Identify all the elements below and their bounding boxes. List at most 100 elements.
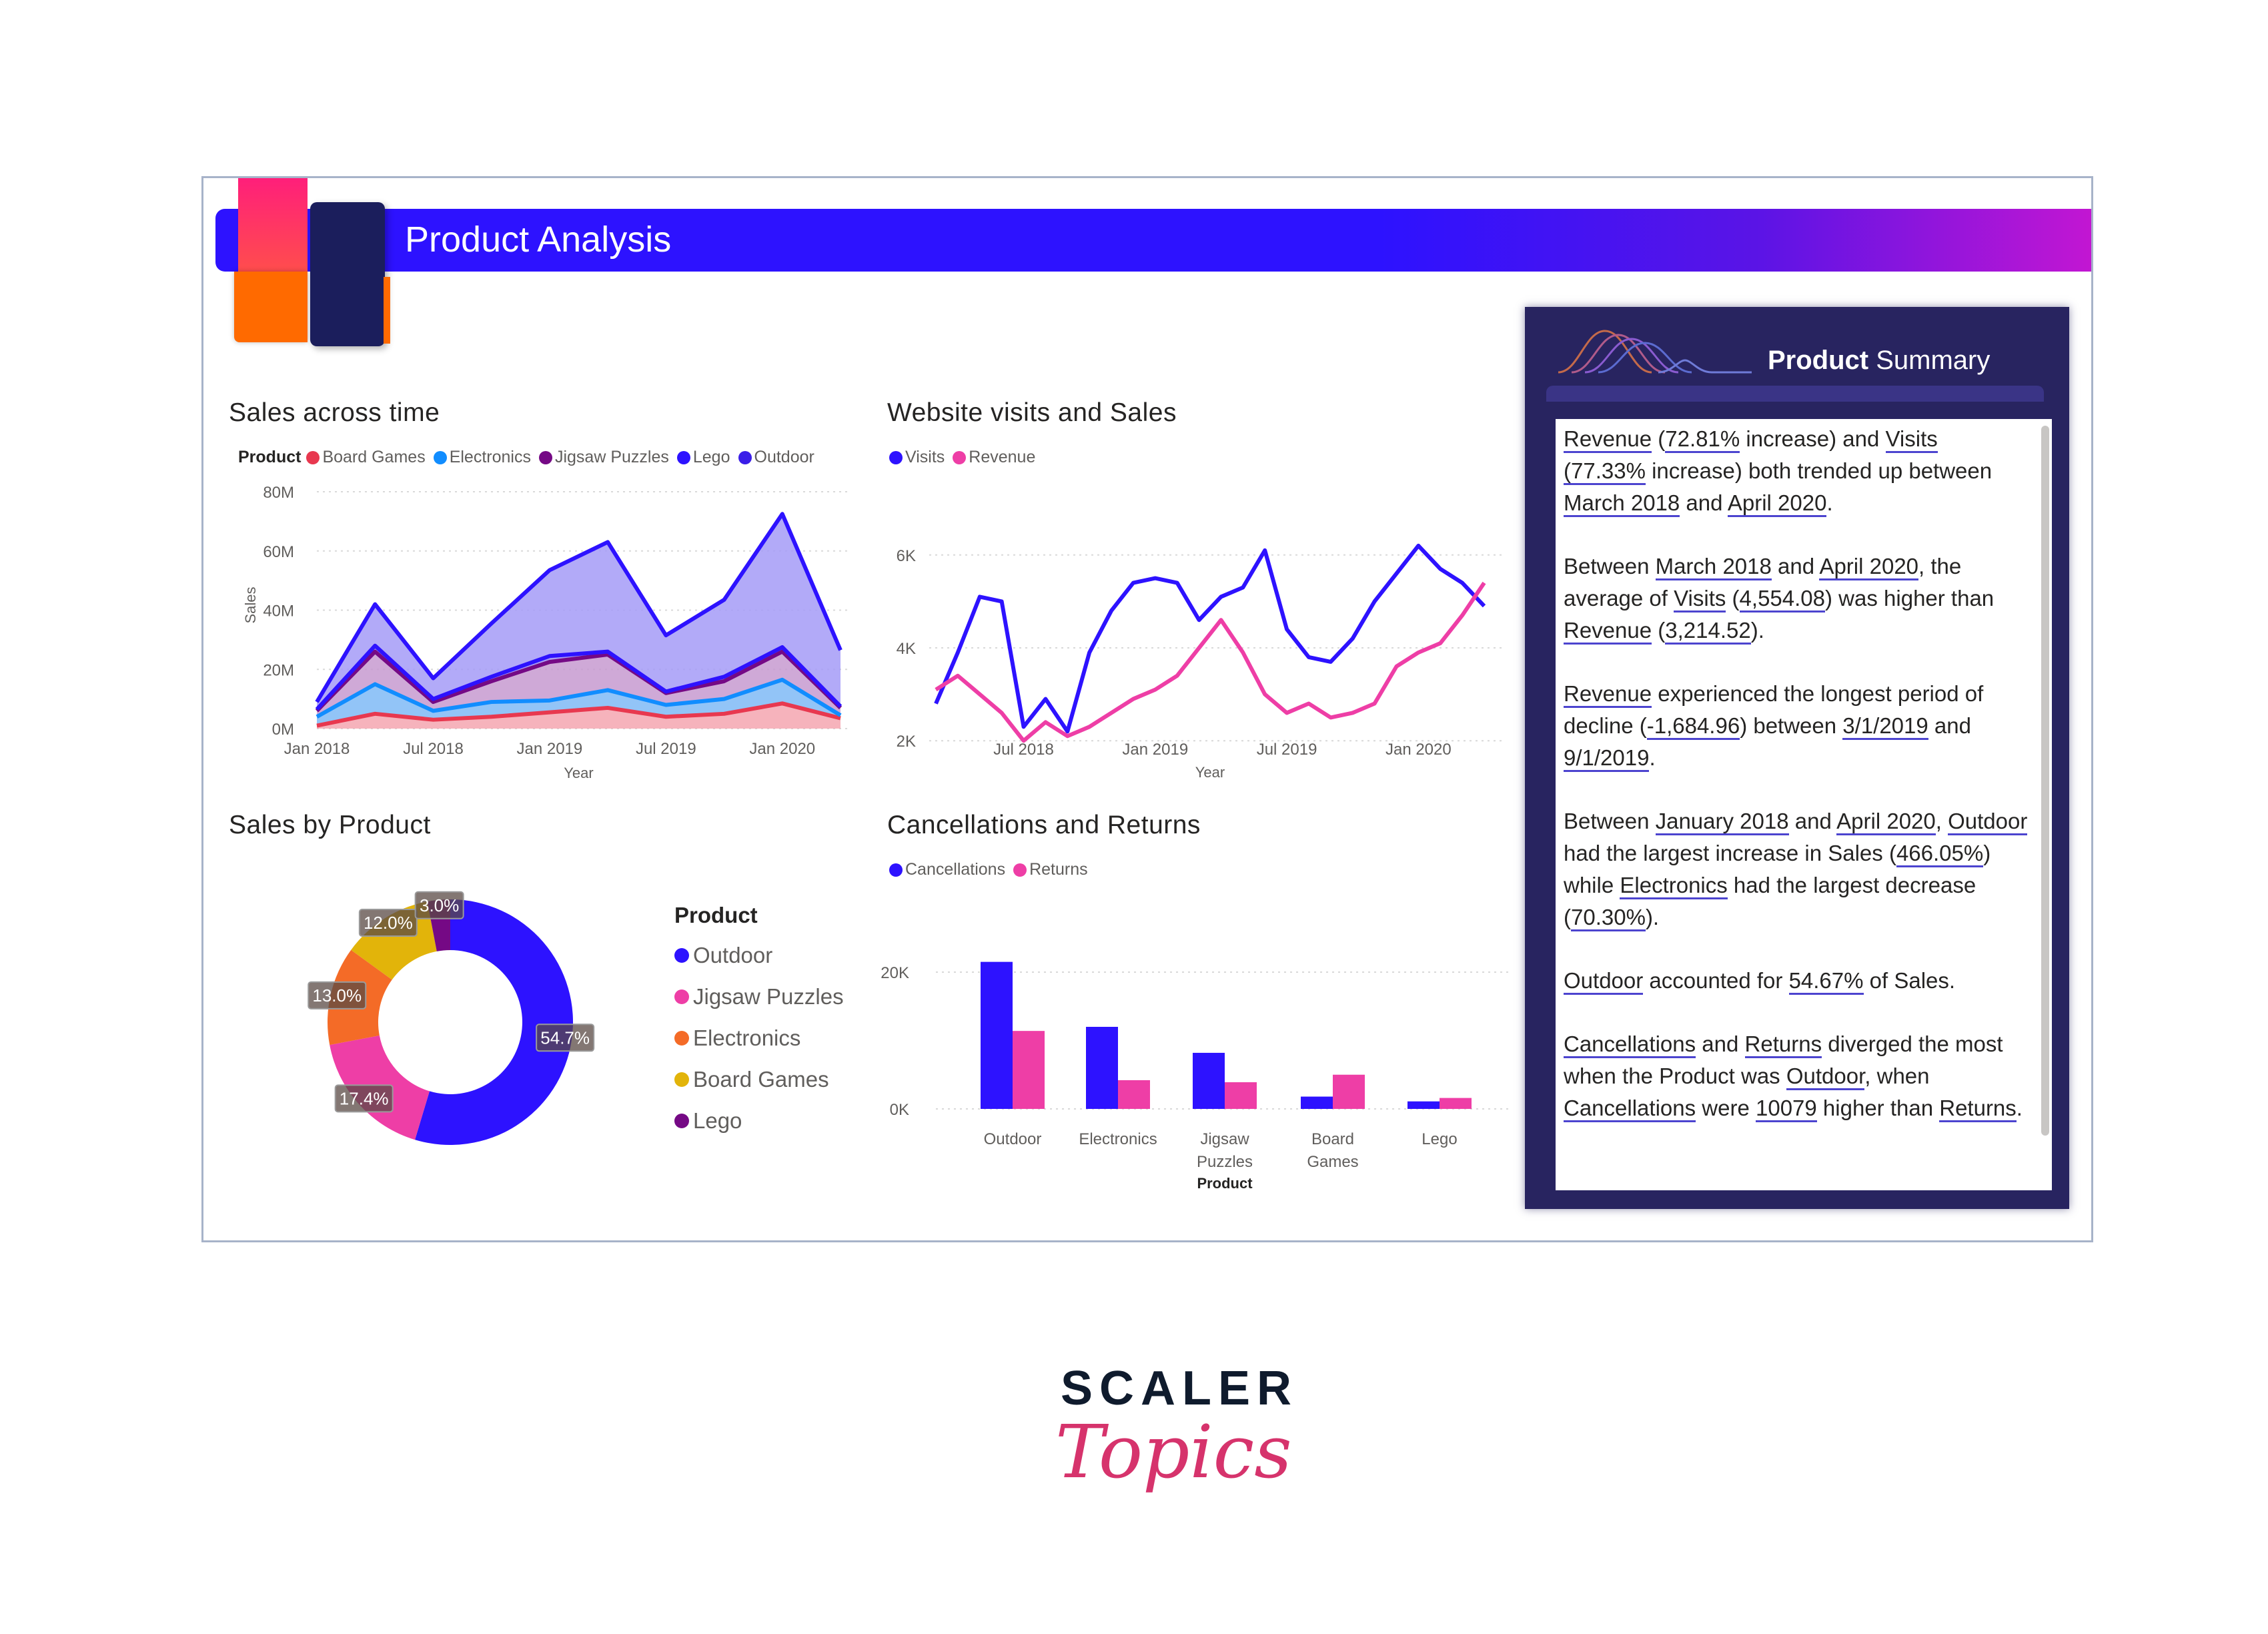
- summary-title-rest: Summary: [1868, 346, 1991, 375]
- summary-link[interactable]: (77.33%: [1564, 458, 1646, 485]
- summary-link[interactable]: Revenue: [1564, 426, 1652, 453]
- summary-link[interactable]: 4,554.08: [1739, 586, 1826, 612]
- summary-link[interactable]: April 2020: [1819, 554, 1919, 580]
- summary-link[interactable]: 3,214.52: [1665, 618, 1751, 645]
- sales-time-chart[interactable]: 80M 60M 40M 20M 0M Sales Jan 2018 Jul 2018 Jan 2…: [203, 178, 1071, 979]
- summary-text-run: higher than: [1816, 1096, 1940, 1120]
- y-tick-label: 0K: [890, 1101, 909, 1119]
- legend-item-outdoor[interactable]: Outdoor: [674, 935, 844, 976]
- legend-item-lego[interactable]: Lego: [674, 1100, 844, 1142]
- summary-link[interactable]: 54.67%: [1788, 968, 1864, 995]
- legend-item-electronics[interactable]: Electronics: [433, 448, 531, 467]
- summary-text-box[interactable]: Revenue (72.81% increase) and Visits (77.…: [1556, 419, 2052, 1190]
- summary-link[interactable]: 466.05%: [1896, 841, 1984, 867]
- cancel-title: Cancellations and Returns: [887, 811, 1201, 839]
- bar-cancellations: [1407, 1101, 1440, 1109]
- y-tick-label: 80M: [263, 484, 294, 502]
- summary-text-run: accounted for: [1643, 968, 1789, 993]
- cancel-chart[interactable]: 20K 0K Outdoor Electronics Jigsaw Puzzles Boar…: [203, 178, 1738, 1242]
- legend-item-outdoor[interactable]: Outdoor: [738, 448, 814, 467]
- summary-link[interactable]: 3/1/2019: [1842, 713, 1928, 740]
- legend-item-cancellations[interactable]: Cancellations: [889, 860, 1005, 879]
- legend-title: Product: [674, 903, 758, 927]
- legend-dot-icon: [674, 1114, 689, 1128]
- data-label: 3.0%: [420, 895, 459, 915]
- summary-text-run: Between: [1564, 554, 1656, 578]
- summary-paragraph-3: Revenue experienced the longest period o…: [1564, 678, 2039, 774]
- bar-returns: [1333, 1074, 1365, 1109]
- x-tick-label: Jan 2020: [1385, 741, 1452, 759]
- summary-link[interactable]: Outdoor: [1948, 809, 2028, 835]
- x-tick-label: Outdoor: [984, 1130, 1042, 1148]
- summary-link[interactable]: Outdoor: [1564, 968, 1644, 995]
- donut-chart[interactable]: 54.7% 17.4% 13.0% 12.0% 3.0%: [203, 178, 1071, 1242]
- legend-item-board-games[interactable]: Board Games: [674, 1059, 844, 1100]
- sales-time-title: Sales across time: [229, 398, 440, 427]
- y-tick-label: 6K: [897, 547, 916, 565]
- summary-scrollbar[interactable]: [2041, 426, 2049, 1136]
- summary-text-run: and: [1788, 809, 1837, 833]
- series-line-electronics: [316, 677, 842, 719]
- scaler-topics-logo: SCALER Topics: [1055, 1361, 1292, 1535]
- summary-text-run: had the largest increase in Sales (: [1564, 841, 1896, 865]
- summary-link[interactable]: 70.30%: [1571, 905, 1646, 931]
- summary-text-run: (: [1652, 426, 1666, 451]
- waveform-icon: [1558, 330, 1752, 374]
- summary-link[interactable]: April 2020: [1727, 490, 1827, 517]
- summary-text-run: (: [1652, 618, 1666, 643]
- summary-link[interactable]: April 2020: [1836, 809, 1936, 835]
- x-tick-label: Electronics: [1079, 1130, 1157, 1148]
- data-label: 54.7%: [540, 1028, 590, 1048]
- cancel-legend: Cancellations Returns: [889, 860, 1096, 879]
- legend-item-revenue[interactable]: Revenue: [953, 448, 1035, 467]
- series-line-revenue: [935, 581, 1486, 743]
- legend-dot-icon: [674, 989, 689, 1004]
- legend-item-visits[interactable]: Visits: [889, 448, 945, 467]
- summary-link[interactable]: Outdoor: [1786, 1064, 1865, 1090]
- summary-link[interactable]: Cancellations: [1564, 1096, 1696, 1122]
- x-tick-label: Jan 2020: [749, 740, 815, 758]
- brand-scaler-text: SCALER: [1061, 1362, 1299, 1415]
- legend-item-jigsaw-puzzles[interactable]: Jigsaw Puzzles: [674, 976, 844, 1017]
- summary-link[interactable]: 72.81%: [1665, 426, 1740, 453]
- legend-title: Product: [238, 448, 302, 466]
- x-tick-label: Jul 2018: [993, 741, 1054, 759]
- summary-title-bold: Product: [1768, 346, 1869, 375]
- summary-link[interactable]: 9/1/2019: [1564, 745, 1650, 772]
- summary-link[interactable]: Electronics: [1620, 873, 1728, 899]
- legend-item-electronics[interactable]: Electronics: [674, 1017, 844, 1059]
- summary-link[interactable]: Cancellations: [1564, 1032, 1696, 1058]
- summary-link[interactable]: Revenue: [1564, 681, 1652, 708]
- summary-link[interactable]: Revenue: [1564, 618, 1652, 645]
- summary-text-run: .: [1826, 490, 1833, 515]
- legend-dot-icon: [674, 1072, 689, 1087]
- visits-chart[interactable]: 6K 4K 2K Jul 2018 Jan 2019 Jul 2019 Jan 2020 Ye…: [203, 178, 1738, 979]
- summary-link[interactable]: Returns: [1744, 1032, 1822, 1058]
- legend-item-returns[interactable]: Returns: [1013, 860, 1088, 879]
- summary-link[interactable]: 10079: [1756, 1096, 1817, 1122]
- summary-text-run: .: [2016, 1096, 2023, 1120]
- visits-legend: Visits Revenue: [889, 448, 1043, 467]
- summary-link[interactable]: -1,684.96: [1646, 713, 1740, 740]
- legend-item-jigsaw-puzzles[interactable]: Jigsaw Puzzles: [538, 448, 669, 467]
- legend-dot-icon: [433, 450, 447, 464]
- summary-link[interactable]: Returns: [1939, 1096, 2017, 1122]
- bar-returns: [1440, 1098, 1472, 1109]
- summary-text-run: and: [1771, 554, 1820, 578]
- legend-item-board-games[interactable]: Board Games: [306, 448, 426, 467]
- legend-label: Lego: [693, 1108, 742, 1133]
- legend-dot-icon: [889, 863, 903, 877]
- summary-link[interactable]: Visits: [1885, 426, 1938, 453]
- summary-text-run: ).: [1750, 618, 1764, 643]
- logo-orange-block: [234, 272, 308, 342]
- y-tick-label: 4K: [897, 640, 916, 658]
- summary-link[interactable]: January 2018: [1655, 809, 1789, 835]
- legend-label: Outdoor: [754, 448, 814, 466]
- legend-item-lego[interactable]: Lego: [676, 448, 730, 467]
- summary-text-run: and: [1696, 1032, 1745, 1056]
- summary-link[interactable]: Visits: [1674, 586, 1726, 612]
- series-line-board-games: [316, 701, 841, 728]
- summary-link[interactable]: March 2018: [1655, 554, 1772, 580]
- summary-link[interactable]: March 2018: [1564, 490, 1680, 517]
- summary-text-run: had the largest decrease (: [1564, 873, 1976, 929]
